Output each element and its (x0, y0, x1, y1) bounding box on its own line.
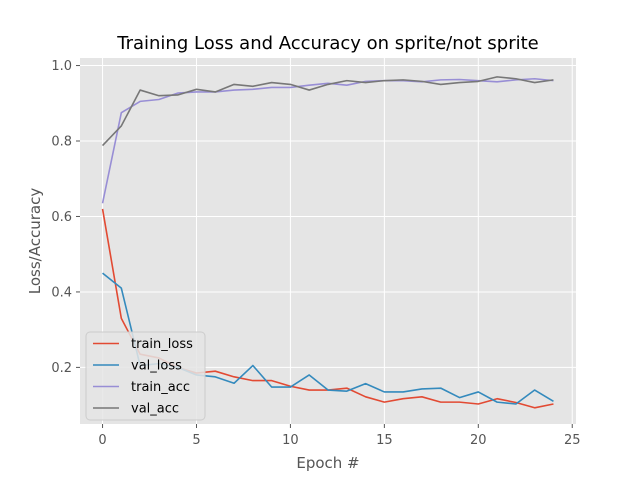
ticks: 0 5 10 15 20 25 0.2 0.4 0.6 0.8 1.0 (51, 59, 580, 448)
x-tick-label: 0 (98, 433, 106, 448)
y-tick-label: 0.6 (51, 210, 72, 225)
x-tick-label: 5 (192, 433, 200, 448)
legend-label: val_loss (131, 359, 182, 374)
x-tick-label: 25 (564, 433, 581, 448)
legend-label: train_loss (131, 337, 193, 352)
x-tick-label: 15 (376, 433, 393, 448)
legend-box (85, 331, 206, 421)
legend-label: val_acc (131, 402, 179, 417)
x-tick-label: 10 (282, 433, 299, 448)
y-axis-label: Loss/Accuracy (26, 188, 44, 295)
chart-title: Training Loss and Accuracy on sprite/not… (116, 33, 539, 54)
y-tick-label: 0.4 (51, 285, 72, 300)
y-tick-label: 0.2 (51, 361, 72, 376)
legend: train_loss val_loss train_acc val_acc (85, 331, 206, 421)
y-tick-label: 1.0 (51, 59, 72, 74)
series-line-val-acc (101, 76, 554, 147)
legend-label: train_acc (131, 380, 190, 395)
x-tick-label: 20 (470, 433, 487, 448)
y-tick-label: 0.8 (51, 135, 72, 150)
x-axis-label: Epoch # (296, 454, 359, 472)
grid (80, 58, 576, 424)
